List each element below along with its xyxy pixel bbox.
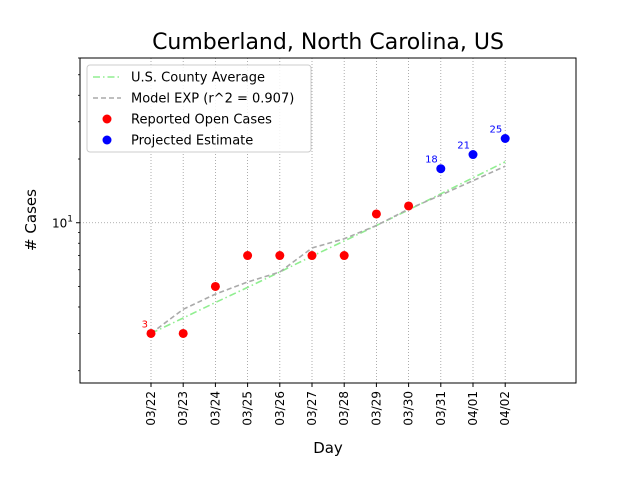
- chart-title: Cumberland, North Carolina, US: [152, 30, 504, 55]
- series-lines: [150, 161, 506, 335]
- legend-label: Reported Open Cases: [131, 113, 272, 128]
- reported-point: [371, 209, 381, 219]
- x-tick-label: 03/23: [176, 391, 190, 426]
- x-tick-label: 03/26: [273, 391, 287, 426]
- legend-marker-swatch: [102, 135, 112, 145]
- x-tick-label: 03/31: [434, 391, 448, 426]
- x-axis-label: Day: [313, 439, 343, 457]
- x-tick-label: 03/22: [144, 391, 158, 426]
- model-exp-line: [150, 165, 506, 335]
- x-axis-ticks: 03/22 03/23 03/24 03/25 03/26 03/27 03/28 03/29…: [144, 383, 512, 426]
- legend-label: Model EXP (r^2 = 0.907): [131, 92, 294, 107]
- plot-frame: [79, 57, 577, 384]
- legend-marker-swatch: [102, 114, 112, 124]
- x-tick-label: 03/25: [241, 391, 255, 426]
- y-axis-ticks: 101: [52, 57, 80, 372]
- data-label: 18: [425, 155, 438, 166]
- reported-point: [178, 328, 188, 338]
- data-points: [146, 133, 510, 338]
- data-label: 25: [489, 124, 502, 135]
- reported-point: [307, 251, 317, 261]
- reported-point: [339, 251, 349, 261]
- x-tick-label: 03/28: [337, 391, 351, 426]
- data-label: 3: [142, 319, 148, 330]
- projected-point: [468, 150, 478, 160]
- legend: U.S. County Average Model EXP (r^2 = 0.90…: [86, 64, 312, 153]
- reported-point: [243, 251, 253, 261]
- legend-label: U.S. County Average: [131, 71, 265, 86]
- data-labels: 3 18 21 25: [142, 124, 503, 330]
- reported-point: [210, 281, 220, 291]
- legend-label: Projected Estimate: [131, 134, 253, 149]
- x-tick-label: 04/02: [498, 391, 512, 426]
- x-tick-label: 03/24: [208, 391, 222, 426]
- projected-point: [500, 133, 510, 143]
- x-tick-label: 03/27: [305, 391, 319, 426]
- x-tick-label: 03/30: [402, 391, 416, 426]
- reported-point: [275, 251, 285, 261]
- projected-point: [436, 164, 446, 174]
- x-tick-label: 03/29: [369, 391, 383, 426]
- y-tick-label: 101: [52, 215, 73, 231]
- data-label: 21: [457, 141, 470, 152]
- y-axis-label: # Cases: [22, 189, 40, 251]
- reported-point: [146, 328, 156, 338]
- legend-box: [86, 64, 312, 153]
- reported-point: [404, 201, 414, 211]
- x-tick-label: 04/01: [466, 391, 480, 426]
